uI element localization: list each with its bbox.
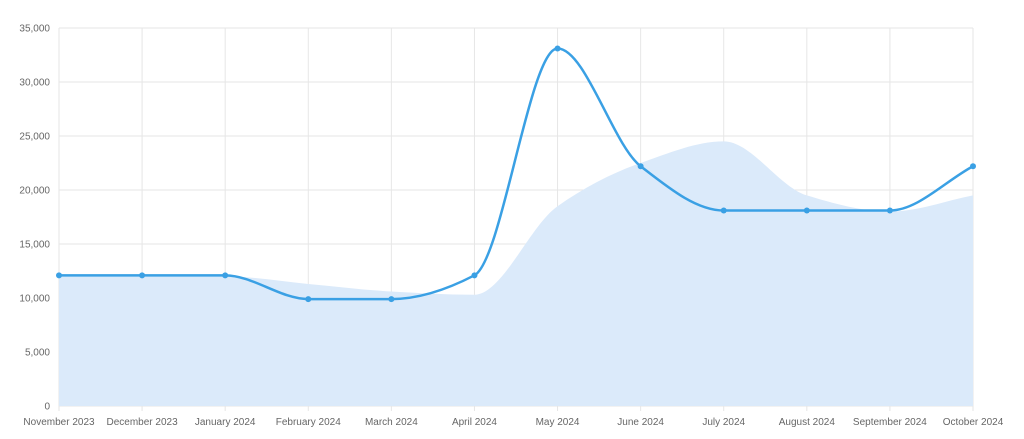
x-tick-label: January 2024: [195, 417, 256, 428]
data-point[interactable]: [471, 272, 478, 279]
y-tick-label: 25,000: [19, 132, 50, 143]
area-fill: [59, 141, 973, 406]
x-tick-label: May 2024: [536, 417, 580, 428]
x-axis-ticks: November 2023 December 2023 January 2024 Fe…: [23, 417, 1003, 428]
x-tick-label: September 2024: [853, 417, 927, 428]
x-tick-label: October 2024: [943, 417, 1004, 428]
data-point[interactable]: [305, 296, 312, 303]
data-point[interactable]: [637, 163, 644, 170]
data-point[interactable]: [388, 296, 395, 303]
x-tick-label: December 2023: [107, 417, 179, 428]
data-point[interactable]: [554, 45, 561, 52]
x-tick-label: August 2024: [779, 417, 836, 428]
data-point[interactable]: [970, 163, 976, 170]
y-tick-label: 30,000: [19, 78, 50, 89]
x-tick-label: November 2023: [23, 417, 95, 428]
y-tick-label: 5,000: [25, 348, 50, 359]
x-tick-label: April 2024: [452, 417, 497, 428]
data-point[interactable]: [720, 207, 727, 214]
area-series: [59, 141, 973, 406]
y-axis-ticks: 0 5,000 10,000 15,000 20,000 25,000 30,000 35,0…: [19, 24, 50, 413]
data-point[interactable]: [222, 272, 229, 279]
x-tick-label: March 2024: [365, 417, 418, 428]
data-point[interactable]: [886, 207, 893, 214]
x-tick-label: February 2024: [276, 417, 341, 428]
y-tick-label: 10,000: [19, 294, 50, 305]
data-point[interactable]: [803, 207, 810, 214]
data-point[interactable]: [139, 272, 146, 279]
data-points: [56, 45, 976, 303]
y-tick-label: 35,000: [19, 24, 50, 35]
data-point[interactable]: [56, 272, 62, 279]
y-tick-label: 20,000: [19, 186, 50, 197]
x-tick-label: June 2024: [617, 417, 664, 428]
y-tick-label: 0: [44, 402, 50, 413]
y-tick-label: 15,000: [19, 240, 50, 251]
x-tick-label: July 2024: [702, 417, 745, 428]
